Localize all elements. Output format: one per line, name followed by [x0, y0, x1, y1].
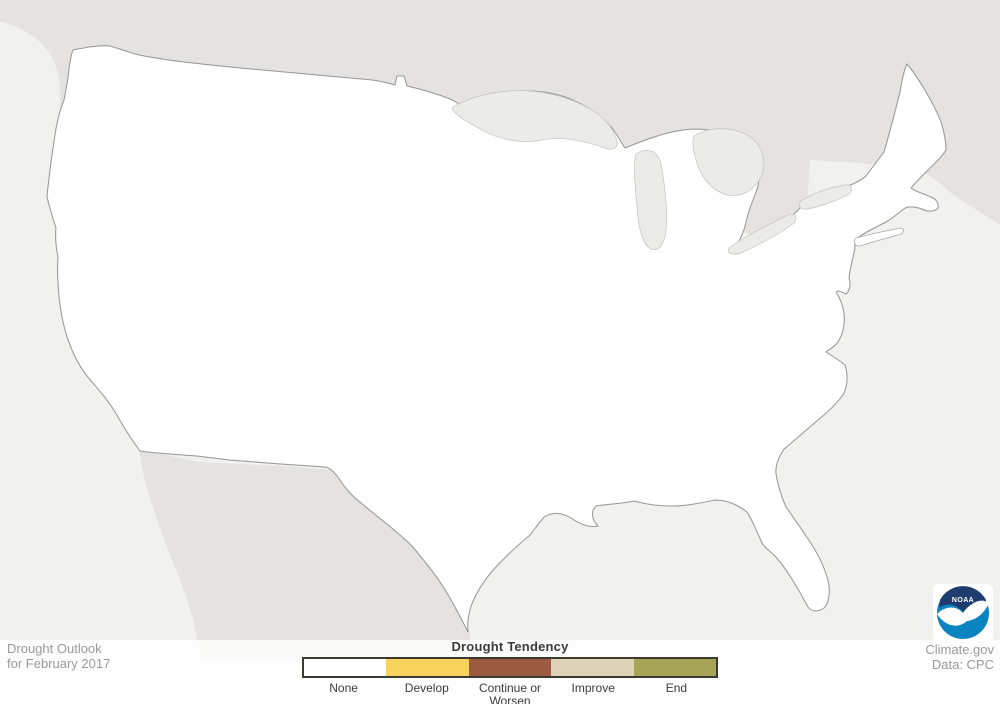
map-caption-line2: for February 2017 — [7, 656, 111, 671]
legend-swatch-develop — [386, 659, 469, 676]
noaa-logo-sky — [939, 586, 987, 612]
map-caption-line1: Drought Outlook — [7, 641, 102, 656]
legend-label-text: End — [665, 681, 688, 695]
lake-huron — [692, 128, 765, 196]
legend-swatch-none — [304, 659, 387, 676]
legend-label-end: End — [635, 682, 718, 704]
lake-erie — [727, 214, 797, 255]
legend-label-improve: Improve — [552, 682, 635, 704]
legend-swatch-end — [633, 659, 717, 676]
legend-label-develop: Develop — [385, 682, 468, 704]
lake-superior — [451, 90, 618, 150]
legend-label-continue-worsen: Continue or Worsen — [468, 682, 551, 704]
great-lakes — [451, 90, 853, 255]
legend-title: Drought Tendency — [451, 639, 569, 654]
legend-label-text: Develop — [404, 681, 449, 695]
lake-michigan — [634, 150, 667, 250]
drought-tendency-legend: Drought Tendency None Develop Continue o… — [302, 639, 718, 704]
noaa-logo: NOAA — [933, 584, 993, 642]
legend-label-text: Continue or — [478, 681, 542, 695]
legend-label-text: None — [329, 681, 358, 695]
legend-color-bar — [302, 657, 718, 678]
map-caption: Drought Outlook for February 2017 — [7, 641, 110, 671]
noaa-seagull-icon — [937, 600, 989, 626]
legend-swatch-improve — [551, 659, 634, 676]
legend-label-none: None — [302, 682, 385, 704]
long-island — [854, 227, 904, 247]
legend-labels: None Develop Continue or Worsen Improve … — [302, 682, 718, 704]
legend-label-text2: Worsen — [489, 694, 531, 704]
mexico-landmass — [140, 450, 470, 660]
legend-label-text: Improve — [571, 681, 615, 695]
map-credit: Climate.gov Data: CPC — [925, 642, 994, 672]
map-credit-line1: Climate.gov — [925, 642, 994, 657]
lake-ontario — [798, 184, 853, 210]
map-credit-line2: Data: CPC — [931, 657, 994, 672]
noaa-logo-text: NOAA — [952, 597, 974, 604]
legend-swatch-continue-worsen — [468, 659, 552, 676]
